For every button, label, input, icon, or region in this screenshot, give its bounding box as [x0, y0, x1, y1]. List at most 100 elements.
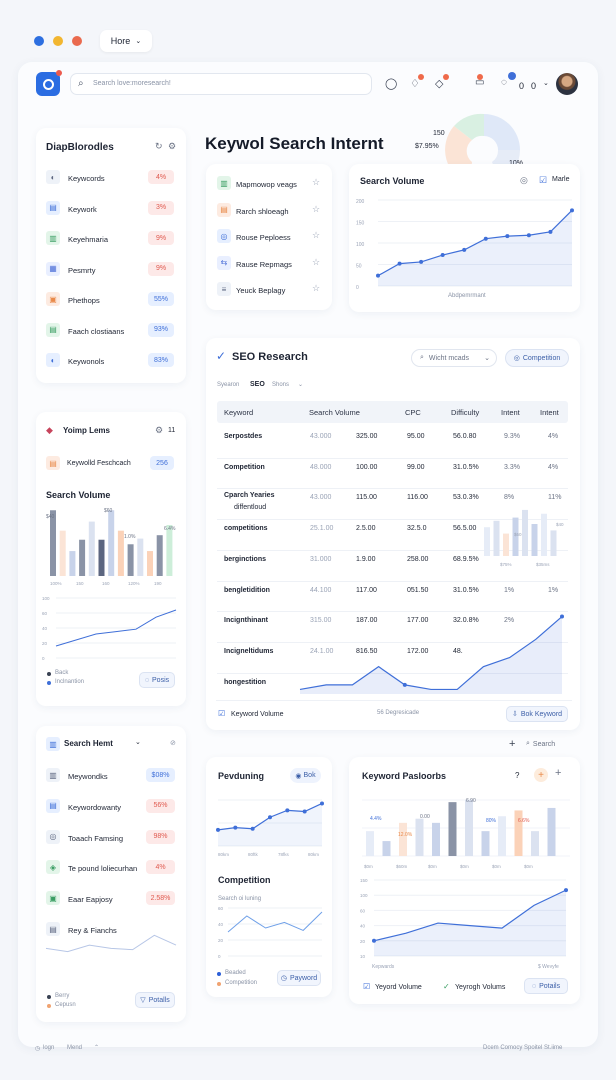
table-cell-value: 187.00 — [356, 617, 378, 625]
calendar-icon[interactable]: ▭ — [475, 77, 485, 88]
posis-button[interactable]: ◌ Posis — [139, 672, 175, 688]
window-minimize-dot[interactable] — [53, 36, 63, 46]
y-tick-label: 20 — [218, 938, 224, 943]
competition-button[interactable]: ◎ Competition — [505, 349, 569, 367]
plus-icon[interactable]: + — [509, 738, 516, 750]
star-icon[interactable]: ☆ — [312, 203, 321, 214]
footer-right[interactable]: Dcem Comocy Spoitel St.iime — [483, 1045, 563, 1051]
window-tab[interactable]: Hore ⌄ — [100, 30, 152, 52]
table-cell-keyword[interactable]: bengletidition — [224, 586, 270, 594]
table-cell-keyword[interactable]: competitions — [224, 525, 268, 533]
bar — [514, 810, 523, 856]
seo-sub-1[interactable]: Syearon — [217, 382, 240, 388]
list-item-label[interactable]: Toaach Famsing — [68, 833, 124, 843]
checkbox-icon[interactable]: ☑ — [363, 982, 371, 991]
list-item-label[interactable]: Keywonols — [68, 357, 105, 366]
star-icon[interactable]: ☆ — [312, 256, 321, 267]
message-icon[interactable]: ◇ — [435, 78, 444, 90]
payword-button[interactable]: ◷ Payword — [277, 970, 321, 986]
mid-list-item-label[interactable]: Rarch shloeagh — [236, 206, 289, 216]
bar — [541, 513, 547, 556]
target-icon: ◎ — [217, 229, 231, 243]
chevron-down-icon[interactable]: ⌄ — [543, 80, 549, 87]
search-button[interactable]: ⌕ Search — [526, 737, 570, 751]
add-icon[interactable]: + — [555, 767, 562, 779]
table-cell-keyword[interactable]: Serpostdes — [224, 433, 263, 440]
seo-sub-2[interactable]: SEO — [250, 381, 265, 388]
footer-left-b[interactable]: Mend — [67, 1045, 83, 1051]
list-item-label[interactable]: Keywork — [68, 204, 97, 214]
star-icon[interactable]: ☆ — [312, 230, 321, 240]
help-icon[interactable]: ◌ — [501, 77, 507, 88]
y-tick-label: 0 — [356, 285, 359, 291]
star-icon[interactable]: ☆ — [312, 177, 321, 187]
list-item-label[interactable]: Te pound loliecurhan — [68, 864, 138, 874]
list-item-label[interactable]: Faach clostiaans — [68, 326, 125, 336]
col-difficulty[interactable]: Difficulty — [451, 408, 480, 417]
list-item-label[interactable]: Phethops — [68, 296, 100, 305]
edit-icon[interactable]: ☑ — [539, 175, 548, 185]
data-point — [462, 247, 467, 252]
chat-icon[interactable]: ◯ — [385, 78, 398, 90]
table-cell-keyword[interactable]: Cparch Yearies — [224, 492, 275, 500]
col-intent-1[interactable]: Intent — [501, 408, 520, 417]
list-item-label[interactable]: Meywondks — [68, 772, 108, 781]
seo-filter-select[interactable]: ⌕ Wicht mcads ⌄ — [411, 349, 497, 367]
table-cell-keyword[interactable]: Incigneltidums — [224, 647, 274, 655]
col-intent-2[interactable]: Intent — [540, 408, 559, 417]
potalls-button[interactable]: ▽ Potalls — [135, 992, 175, 1008]
footer-left-a[interactable]: logn — [43, 1045, 55, 1051]
list-item-label[interactable]: Keywordowanty — [68, 802, 121, 812]
add-button[interactable]: + — [534, 768, 548, 782]
table-cell-keyword[interactable]: hongestition — [224, 678, 266, 686]
data-point — [397, 261, 402, 266]
gear-icon[interactable]: ⚙ — [168, 141, 177, 151]
link-icon[interactable]: ⊘ — [170, 740, 176, 747]
mid-list-item-label[interactable]: Mapmowop veags — [236, 180, 297, 189]
gear-icon[interactable]: ⚙ — [155, 425, 164, 435]
window-maximize-dot[interactable] — [72, 36, 82, 46]
pevduning-line-chart: 80km 80ftk 78fks 80km — [216, 799, 324, 857]
bok-button-label: Bok — [303, 772, 316, 779]
seo-sub-3[interactable]: Shons — [272, 382, 290, 388]
mid-list-item-label[interactable]: Rouse Peploess — [236, 233, 291, 242]
chevron-down-icon[interactable]: ⌄ — [298, 382, 304, 388]
table-cell-keyword[interactable]: Incignthinant — [224, 617, 268, 625]
chevron-up-icon[interactable]: ⌃ — [94, 1045, 100, 1051]
list-item-label[interactable]: Rey & Fianchs — [68, 926, 117, 935]
star-icon[interactable]: ☆ — [312, 283, 321, 293]
bok-keyword-button[interactable]: ⇩ Bok Keyword — [506, 706, 568, 722]
bar — [498, 816, 506, 856]
col-search-volume[interactable]: Search Volume — [309, 408, 360, 417]
bar-label: 4.4% — [370, 816, 382, 822]
list-item-label[interactable]: Pesmrty — [68, 265, 96, 275]
list-item-label[interactable]: Keywcords — [68, 174, 105, 183]
table-cell-difficulty: 31.0.5% — [453, 463, 479, 471]
bar-x-label: 160 — [102, 581, 110, 586]
list-item-label[interactable]: Eaar Eapjosy — [68, 895, 113, 905]
check-icon[interactable]: ✓ — [443, 982, 450, 991]
mid-list-item-label[interactable]: Yeuck Beplagy — [236, 286, 286, 295]
table-cell-keyword[interactable]: Competition — [224, 463, 265, 471]
window-close-dot[interactable] — [34, 36, 44, 46]
chevron-down-icon[interactable]: ⌄ — [135, 739, 141, 746]
col-keyword[interactable]: Keyword — [224, 408, 254, 417]
col-cpc[interactable]: CPC — [405, 408, 421, 417]
mid-list-item-label[interactable]: Rause Repmags — [236, 259, 292, 269]
bell-icon[interactable]: ♢ — [410, 78, 420, 90]
search-bar[interactable]: ⌕ Search love:moresearch! — [70, 73, 372, 95]
x-tick-label: 78fks — [278, 852, 290, 857]
table-cell-value: 100.00 — [356, 463, 378, 471]
bok-button[interactable]: ◉ Bok — [290, 768, 321, 783]
footer-login-icon[interactable]: ◷ — [35, 1046, 41, 1052]
target-icon[interactable]: ◎ — [520, 175, 528, 185]
app-logo[interactable] — [36, 70, 62, 96]
avatar[interactable] — [556, 73, 578, 95]
potails-button[interactable]: ◌ Potails — [524, 978, 568, 994]
table-cell-keyword[interactable]: berginctions — [224, 555, 267, 563]
row-divider — [217, 641, 568, 643]
checkbox-icon[interactable]: ☑ — [218, 709, 226, 718]
refresh-icon[interactable]: ↻ — [155, 141, 163, 151]
help-icon[interactable]: ? — [515, 771, 520, 780]
list-item-label[interactable]: Keyehmaria — [68, 235, 109, 244]
